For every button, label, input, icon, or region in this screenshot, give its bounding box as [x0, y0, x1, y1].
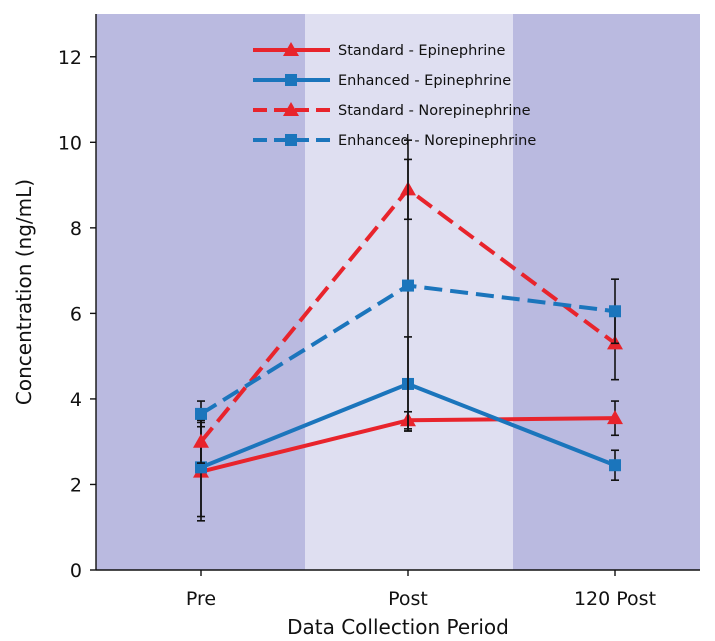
- data-point: [609, 459, 621, 472]
- legend-item: Enhanced - Norepinephrine: [253, 133, 536, 149]
- data-point: [609, 305, 621, 318]
- legend-item: Standard - Epinephrine: [253, 42, 505, 59]
- x-tick-label: 120 Post: [574, 588, 656, 610]
- legend-label: Standard - Epinephrine: [338, 43, 505, 59]
- data-point: [607, 410, 623, 425]
- y-tick-label: 8: [70, 218, 82, 240]
- legend-marker: [283, 42, 299, 56]
- legend-label: Enhanced - Norepinephrine: [338, 133, 536, 149]
- legend: Standard - Epinephrine Enhanced - Epineph…: [253, 42, 536, 149]
- background-bands: [96, 14, 700, 570]
- background-band: [513, 14, 700, 570]
- legend-label: Enhanced - Epinephrine: [338, 73, 511, 89]
- x-axis-title: Data Collection Period: [287, 615, 509, 639]
- y-axis-title: Concentration (ng/mL): [12, 179, 36, 405]
- y-tick-label: 4: [70, 389, 82, 411]
- legend-marker: [285, 74, 297, 86]
- legend-marker: [283, 102, 299, 116]
- axes: 0 2 4 6 8 10 12 Pre Post 120 Post: [58, 14, 700, 610]
- data-point: [402, 279, 414, 292]
- y-tick-label: 10: [58, 132, 82, 154]
- series-layer: [193, 139, 623, 522]
- series-enhanced-norepinephrine: [195, 139, 621, 432]
- y-tick-label: 12: [58, 47, 82, 69]
- background-band: [305, 14, 513, 570]
- legend-item: Enhanced - Epinephrine: [253, 73, 511, 89]
- data-point: [195, 407, 207, 420]
- y-tick-label: 6: [70, 303, 82, 325]
- data-point: [193, 433, 209, 448]
- legend-marker: [285, 134, 297, 146]
- y-tick-label: 2: [70, 474, 82, 496]
- y-tick-label: 0: [70, 560, 82, 582]
- data-point: [195, 461, 207, 474]
- legend-label: Standard - Norepinephrine: [338, 103, 531, 119]
- legend-item: Standard - Norepinephrine: [253, 102, 531, 119]
- x-tick-label: Post: [388, 588, 428, 610]
- x-tick-label: Pre: [186, 588, 216, 610]
